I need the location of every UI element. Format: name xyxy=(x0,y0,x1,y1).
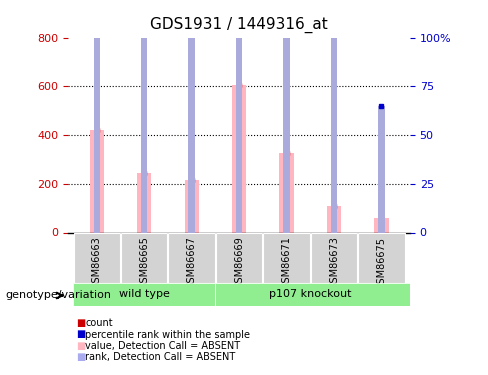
Text: rank, Detection Call = ABSENT: rank, Detection Call = ABSENT xyxy=(85,352,236,362)
Text: p107 knockout: p107 knockout xyxy=(269,290,351,299)
Bar xyxy=(236,0,243,232)
Bar xyxy=(374,218,388,232)
Bar xyxy=(284,0,290,232)
Title: GDS1931 / 1449316_at: GDS1931 / 1449316_at xyxy=(150,17,328,33)
Text: ■: ■ xyxy=(76,330,85,339)
Text: GSM86673: GSM86673 xyxy=(329,237,339,290)
Text: GSM86665: GSM86665 xyxy=(139,237,149,290)
Text: ■: ■ xyxy=(76,341,85,351)
Text: GSM86663: GSM86663 xyxy=(92,237,102,289)
Bar xyxy=(121,232,167,283)
Bar xyxy=(141,0,147,232)
Text: ■: ■ xyxy=(76,318,85,328)
Text: GSM86669: GSM86669 xyxy=(234,237,244,289)
Text: count: count xyxy=(85,318,113,328)
Text: GSM86667: GSM86667 xyxy=(187,237,197,290)
Text: GSM86671: GSM86671 xyxy=(282,237,291,290)
Bar xyxy=(327,206,341,232)
Bar xyxy=(94,0,100,232)
Bar xyxy=(73,283,215,306)
Bar xyxy=(74,232,120,283)
Text: genotype/variation: genotype/variation xyxy=(5,291,111,300)
Bar xyxy=(280,153,294,232)
Bar xyxy=(331,0,337,232)
Bar xyxy=(188,0,195,232)
Bar xyxy=(90,130,104,232)
Text: percentile rank within the sample: percentile rank within the sample xyxy=(85,330,250,339)
Text: GSM86675: GSM86675 xyxy=(376,237,386,290)
Bar xyxy=(216,232,263,283)
Bar xyxy=(168,232,215,283)
Bar xyxy=(311,232,357,283)
Bar xyxy=(378,106,385,232)
Bar xyxy=(215,283,410,306)
Bar xyxy=(264,232,310,283)
Text: wild type: wild type xyxy=(119,290,170,299)
Bar xyxy=(358,232,405,283)
Text: value, Detection Call = ABSENT: value, Detection Call = ABSENT xyxy=(85,341,241,351)
Bar xyxy=(232,85,246,232)
Bar xyxy=(137,173,151,232)
Bar xyxy=(184,180,199,232)
Text: ■: ■ xyxy=(76,352,85,362)
